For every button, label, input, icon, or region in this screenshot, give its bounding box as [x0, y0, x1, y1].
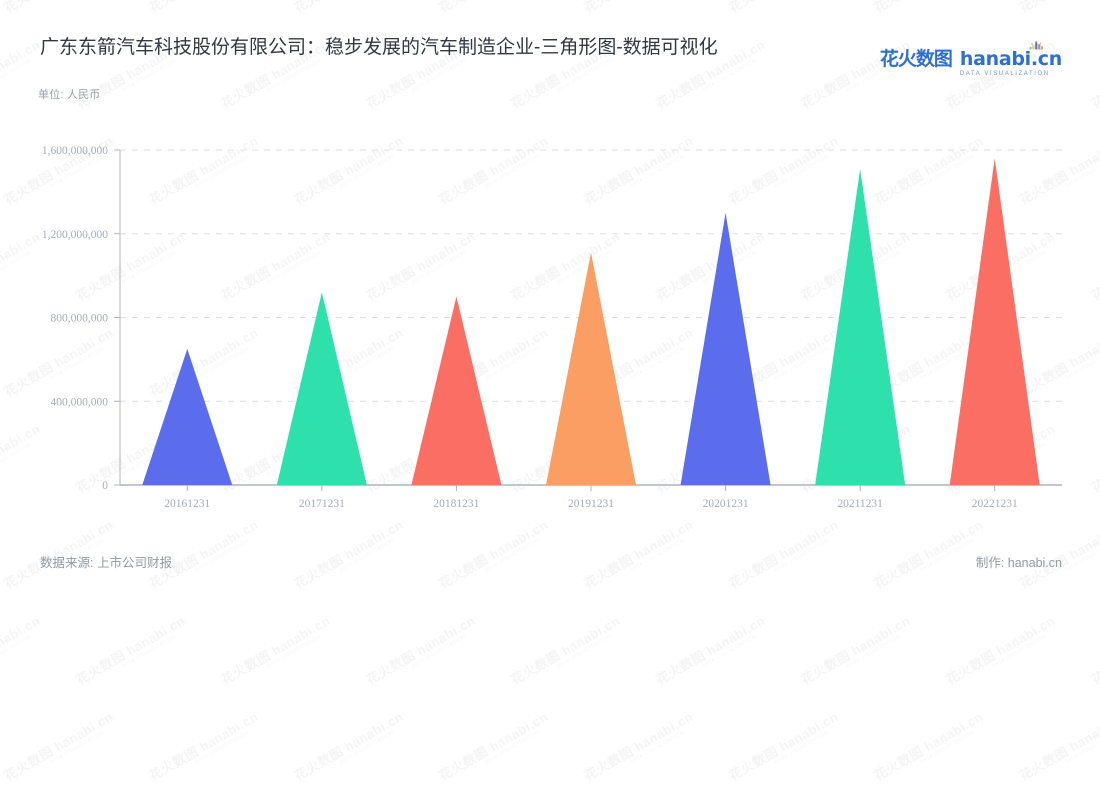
- chart-footer: 数据来源: 上市公司财报 制作: hanabi.cn: [0, 552, 1100, 582]
- y-axis-group: 0 400,000,000 800,000,000 1,200,000,000 1,60…: [42, 145, 121, 492]
- brand-latin-name: hanabi.cn: [959, 48, 1062, 70]
- triangle-bar[interactable]: [949, 158, 1040, 485]
- brand-tagline: DATA VISUALIZATION: [959, 71, 1050, 77]
- chart-header: 广东东箭汽车科技股份有限公司：稳步发展的汽车制造企业-三角形图-数据可视化 单位…: [0, 0, 1100, 110]
- chart-plot-area: 0 400,000,000 800,000,000 1,200,000,000 1,60…: [42, 145, 1062, 510]
- brand-logo: 花火数图 hanabi.cn DATA VISUALIZATION: [879, 41, 1062, 84]
- y-axis-tick-label: 0: [102, 480, 108, 492]
- y-axis-tick-label: 1,600,000,000: [42, 145, 108, 157]
- triangle-bar[interactable]: [815, 168, 906, 485]
- unit-label: 单位: 人民币: [38, 89, 101, 101]
- x-axis-tick-label: 20221231: [972, 498, 1018, 510]
- y-axis-tick-label: 400,000,000: [51, 396, 109, 408]
- data-source-label: 数据来源: 上市公司财报: [40, 556, 172, 570]
- y-axis-tick-label: 800,000,000: [51, 313, 109, 325]
- triangle-bar[interactable]: [680, 212, 771, 485]
- y-axis-tick-label: 1,200,000,000: [42, 229, 108, 241]
- x-axis-tick-label: 20181231: [433, 498, 479, 510]
- brand-latin-block: hanabi.cn DATA VISUALIZATION: [959, 41, 1062, 77]
- triangle-bar[interactable]: [411, 296, 502, 485]
- x-axis-group: 20161231 20171231 20181231 20191231 20201231…: [120, 484, 1062, 510]
- triangle-bar[interactable]: [276, 292, 367, 485]
- triangle-bar[interactable]: [142, 348, 233, 485]
- chart-svg: 0 400,000,000 800,000,000 1,200,000,000 1,60…: [42, 145, 1062, 510]
- firework-icon: [1029, 41, 1043, 50]
- credit-label: 制作: hanabi.cn: [975, 556, 1062, 570]
- brand-cn-name: 花火数图: [879, 48, 953, 70]
- x-axis-tick-label: 20171231: [299, 498, 345, 510]
- x-axis-tick-label: 20201231: [703, 498, 749, 510]
- x-axis-tick-label: 20211231: [837, 498, 883, 510]
- triangle-series-group: [142, 158, 1040, 485]
- x-axis-tick-label: 20191231: [568, 498, 614, 510]
- x-axis-tick-label: 20161231: [164, 498, 210, 510]
- triangle-bar[interactable]: [546, 252, 636, 485]
- page-title: 广东东箭汽车科技股份有限公司：稳步发展的汽车制造企业-三角形图-数据可视化: [40, 37, 718, 58]
